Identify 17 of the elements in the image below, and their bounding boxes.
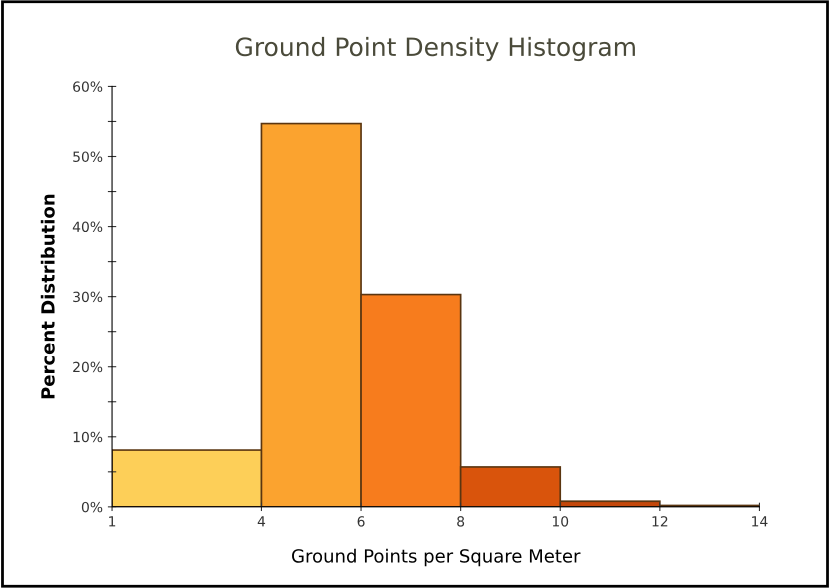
y-tick-label: 10%: [74, 432, 102, 442]
x-tick-label: 14: [752, 516, 768, 526]
y-tick-label: 30%: [73, 292, 102, 302]
y-tick-label: 50%: [73, 151, 102, 162]
x-tick-label: 8: [457, 516, 464, 527]
x-tick-label: 12: [652, 516, 668, 526]
x-tick-label: 10: [552, 516, 568, 527]
x-tick-label: 6: [358, 516, 365, 527]
y-tick-label: 20%: [73, 362, 102, 372]
y-tick-label: 40%: [72, 222, 102, 232]
chart-title: Ground Point Density Histogram: [236, 36, 635, 62]
x-tick-label: 4: [258, 516, 266, 526]
y-tick-label: 0%: [82, 502, 102, 512]
y-axis-title: Percent Distribution: [40, 194, 55, 398]
x-tick-label: 1: [109, 516, 116, 526]
y-tick-label: 60%: [73, 81, 102, 92]
x-axis-title: Ground Points per Square Meter: [292, 548, 580, 566]
